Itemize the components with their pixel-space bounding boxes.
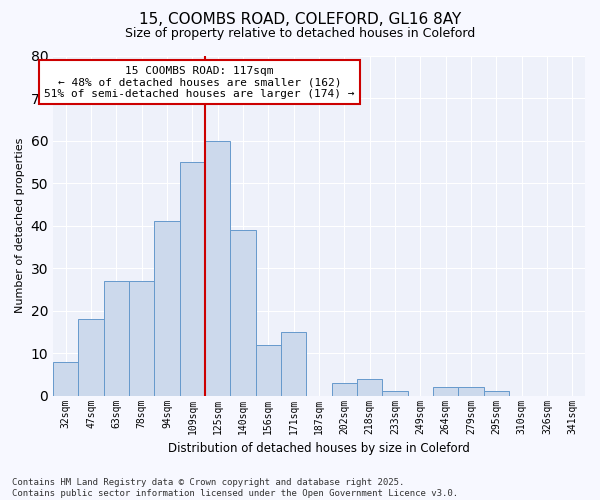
Bar (179, 162, 205, 396)
Bar (382, 392, 407, 396)
Bar (332, 383, 357, 396)
Bar (281, 332, 307, 396)
Bar (256, 344, 281, 396)
Text: 15 COOMBS ROAD: 117sqm
← 48% of detached houses are smaller (162)
51% of semi-de: 15 COOMBS ROAD: 117sqm ← 48% of detached… (44, 66, 355, 99)
Bar (129, 281, 154, 396)
X-axis label: Distribution of detached houses by size in Coleford: Distribution of detached houses by size … (168, 442, 470, 455)
Bar (484, 392, 509, 396)
Bar (357, 378, 382, 396)
Text: 15, COOMBS ROAD, COLEFORD, GL16 8AY: 15, COOMBS ROAD, COLEFORD, GL16 8AY (139, 12, 461, 28)
Text: Contains HM Land Registry data © Crown copyright and database right 2025.
Contai: Contains HM Land Registry data © Crown c… (12, 478, 458, 498)
Bar (458, 387, 484, 396)
Bar (205, 140, 230, 396)
Text: Size of property relative to detached houses in Coleford: Size of property relative to detached ho… (125, 28, 475, 40)
Y-axis label: Number of detached properties: Number of detached properties (15, 138, 25, 314)
Bar (154, 222, 179, 396)
Bar (53, 362, 79, 396)
Bar (230, 230, 256, 396)
Bar (433, 387, 458, 396)
Bar (104, 281, 129, 396)
Bar (79, 319, 104, 396)
